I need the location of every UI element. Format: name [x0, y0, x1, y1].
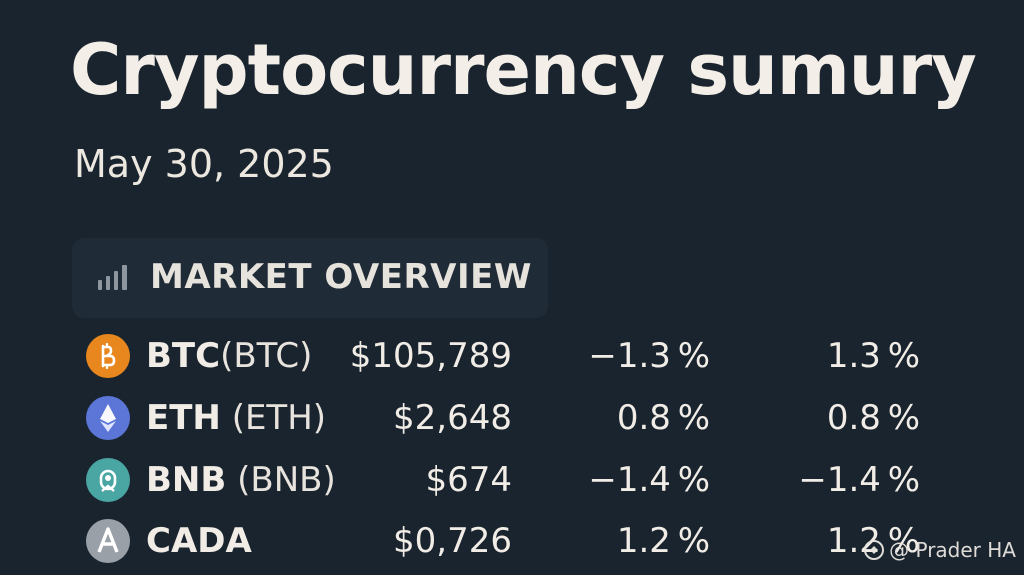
coin-row-eth[interactable]: ETH (ETH) $2,648 0.8 % 0.8 %	[0, 390, 1024, 446]
market-overview-header: MARKET OVERVIEW	[96, 252, 532, 302]
coin-symbol: BNB	[146, 460, 227, 500]
coin-symbol: ETH	[146, 398, 221, 438]
coin-change-secondary: 0.8 %	[826, 398, 920, 438]
coin-change-primary: −1.3 %	[588, 336, 710, 376]
coin-change-secondary: −1.4 %	[798, 460, 920, 500]
coin-price: $674	[425, 460, 512, 500]
coin-symbol: CADA	[146, 521, 252, 561]
bitcoin-icon	[86, 334, 130, 378]
coin-ticker: (BTC)	[220, 336, 313, 376]
market-overview-label: MARKET OVERVIEW	[150, 257, 532, 297]
coin-ticker: (BNB)	[237, 460, 336, 500]
coin-row-cada[interactable]: CADA $0,726 1.2 % 1.2 %	[0, 513, 1024, 569]
ethereum-icon	[86, 396, 130, 440]
coin-name: ETH (ETH)	[146, 396, 326, 440]
market-overview-card	[72, 238, 548, 318]
watermark: @ Prader HA	[863, 537, 1016, 563]
report-date: May 30, 2025	[74, 142, 334, 186]
coin-name: BTC(BTC)	[146, 334, 312, 378]
bar-chart-icon	[98, 265, 127, 290]
coin-change-primary: −1.4 %	[588, 460, 710, 500]
coin-row-bnb[interactable]: BNB (BNB) $674 −1.4 % −1.4 %	[0, 452, 1024, 508]
coin-ticker: (ETH)	[231, 398, 327, 438]
watermark-logo-icon	[864, 540, 885, 560]
coin-row-btc[interactable]: BTC(BTC) $105,789 −1.3 % 1.3 %	[0, 328, 1024, 384]
bnb-icon	[86, 458, 130, 502]
coin-symbol: BTC	[146, 336, 221, 376]
coin-change-primary: 0.8 %	[616, 398, 710, 438]
coin-price: $2,648	[393, 398, 512, 438]
watermark-text: @ Prader HA	[889, 538, 1016, 562]
coin-price: $105,789	[349, 336, 512, 376]
coin-name: BNB (BNB)	[146, 458, 336, 502]
coin-change-primary: 1.2 %	[616, 521, 710, 561]
coin-change-secondary: 1.3 %	[826, 336, 920, 376]
cardano-icon	[86, 519, 130, 563]
page-title: Cryptocurrency sumury	[70, 29, 977, 111]
coin-name: CADA	[146, 519, 252, 563]
coin-price: $0,726	[393, 521, 512, 561]
